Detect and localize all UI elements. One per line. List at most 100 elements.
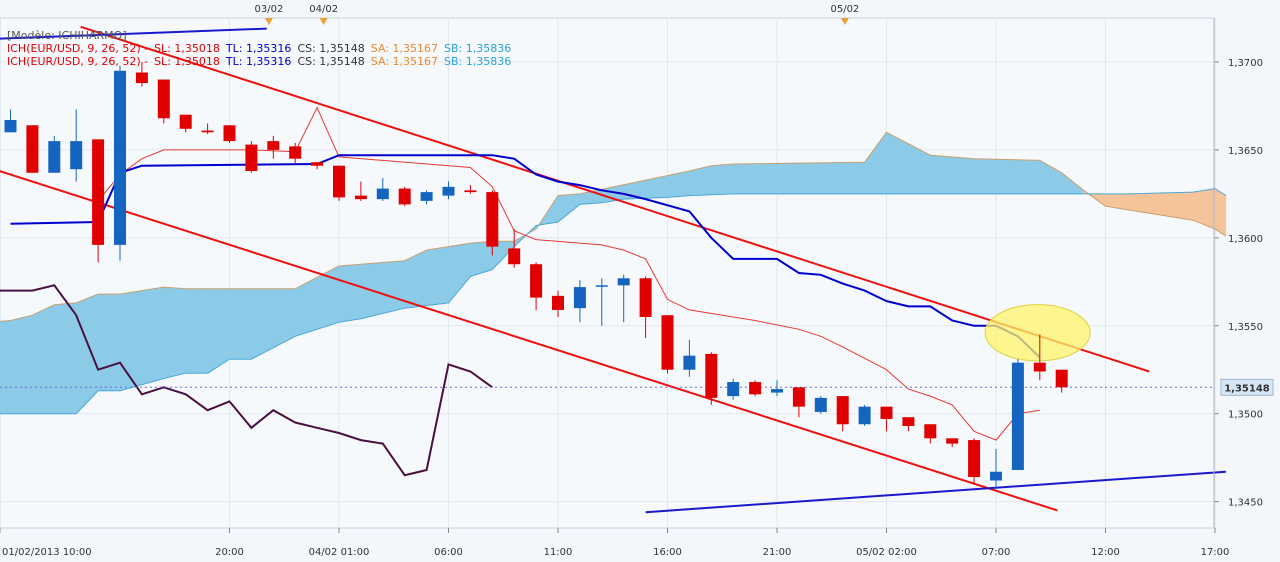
- indicator-legend: [Modèle: ICHIHARMO] ICH(EUR/USD, 9, 26, …: [7, 29, 517, 68]
- candle-bullish: [70, 141, 83, 170]
- candle-bearish: [1055, 369, 1068, 388]
- date-marker-icon: [264, 18, 273, 25]
- legend-sl: SL: 1,35018: [154, 42, 220, 55]
- kumo-cloud-segment: [930, 154, 975, 195]
- candle-bearish: [245, 144, 258, 171]
- x-tick-label: 21:00: [763, 547, 792, 558]
- legend-cs: CS: 1,35148: [297, 42, 365, 55]
- trendline-support-blue: [645, 470, 1226, 514]
- tenkan-sen-line: [97, 106, 1040, 441]
- kumo-cloud-segment: [973, 158, 1041, 195]
- y-tick-label: 1,3600: [1228, 234, 1263, 245]
- current-price-tag: [1220, 378, 1274, 396]
- candle-bearish: [201, 130, 214, 133]
- candle-bearish: [157, 79, 170, 119]
- plot-area: [0, 17, 1215, 529]
- legend-cs: CS: 1,35148: [297, 55, 365, 68]
- trendline-upper-red: [80, 25, 1150, 373]
- kumo-cloud-segment: [1214, 188, 1227, 237]
- legend-ich: ICH(EUR/USD, 9, 26, 52) -: [7, 42, 149, 55]
- kumo-cloud-segment: [97, 293, 121, 392]
- x-tick-label: 11:00: [544, 547, 573, 558]
- candle-bullish: [420, 192, 433, 201]
- kumo-cloud-segment: [732, 161, 865, 195]
- kumo-cloud-segment: [185, 288, 208, 374]
- candle-bearish: [135, 72, 148, 84]
- candle-bearish: [880, 406, 893, 419]
- candle-bearish: [902, 417, 915, 426]
- candle-bearish: [552, 295, 564, 310]
- candle-bearish: [398, 188, 411, 205]
- candle-bearish: [464, 190, 477, 193]
- kumo-cloud-segment: [1170, 191, 1194, 221]
- candle-bearish: [1033, 362, 1046, 372]
- legend-model: [Modèle: ICHIHARMO]: [7, 29, 127, 42]
- legend-sa: SA: 1,35167: [370, 55, 439, 68]
- legend-ich: ICH(EUR/USD, 9, 26, 52) -: [7, 55, 149, 68]
- candle-bearish: [267, 141, 280, 150]
- candle-bearish: [661, 315, 674, 370]
- kumo-cloud-segment: [711, 163, 734, 196]
- legend-sl: SL: 1,35018: [154, 55, 220, 68]
- candle-bearish: [530, 264, 543, 298]
- x-tick-label: 04/02 01:00: [309, 547, 370, 558]
- x-tick-label: 20:00: [215, 547, 244, 558]
- candle-bearish: [289, 146, 302, 159]
- y-tick-label: 1,3700: [1228, 58, 1263, 69]
- x-tick-label: 17:00: [1201, 547, 1230, 558]
- date-marker-label: 05/02: [830, 4, 859, 15]
- candle-bullish: [595, 285, 608, 287]
- candle-bearish: [749, 382, 762, 395]
- candle-bearish: [179, 114, 192, 129]
- candle-bearish: [946, 438, 959, 444]
- candle-bullish: [617, 278, 630, 286]
- candle-bearish: [26, 125, 39, 173]
- x-tick-label: 07:00: [982, 547, 1011, 558]
- candle-bullish: [442, 186, 455, 196]
- kijun-sen-line: [10, 154, 1041, 359]
- y-tick-label: 1,3550: [1228, 322, 1263, 333]
- candle-bullish: [48, 141, 61, 173]
- candle-bearish: [792, 387, 805, 407]
- highlight-ellipse: [984, 304, 1091, 362]
- candle-bearish: [924, 424, 937, 439]
- x-tick-label: 01/02/2013 10:00: [2, 547, 92, 558]
- candle-bearish: [486, 192, 499, 247]
- candle-bullish: [727, 382, 740, 397]
- date-marker-icon: [840, 18, 849, 25]
- kumo-cloud-segment: [163, 286, 186, 379]
- candle-bullish: [1011, 362, 1024, 470]
- candle-bullish: [376, 188, 389, 200]
- y-tick-label: 1,3450: [1228, 498, 1263, 509]
- candle-bearish: [705, 353, 718, 398]
- chikou-span-line: [0, 284, 493, 477]
- candle-bullish: [990, 471, 1002, 481]
- candle-bullish: [858, 406, 871, 425]
- date-marker-label: 04/02: [309, 4, 338, 15]
- legend-sb: SB: 1,35836: [444, 55, 512, 68]
- kumo-cloud-segment: [54, 302, 77, 414]
- x-tick-label: 06:00: [434, 547, 463, 558]
- candle-bearish: [311, 162, 324, 166]
- date-marker-icon: [319, 18, 328, 25]
- kumo-cloud-segment: [0, 320, 11, 414]
- legend-tl: TL: 1,35316: [225, 42, 292, 55]
- candle-bearish: [354, 195, 367, 200]
- legend-tl: TL: 1,35316: [225, 55, 292, 68]
- kumo-cloud-segment: [119, 286, 165, 392]
- senkou-span-b-line: [0, 188, 1227, 415]
- legend-line-1: ICH(EUR/USD, 9, 26, 52) - SL: 1,35018 TL: …: [7, 42, 517, 55]
- y-tick-label: 1,3500: [1228, 410, 1263, 421]
- candle-bullish: [814, 397, 827, 412]
- candle-bullish: [771, 389, 783, 393]
- candle-bearish: [92, 139, 105, 245]
- candle-bearish: [968, 440, 981, 477]
- candle-bearish: [836, 396, 849, 425]
- kumo-cloud-segment: [229, 288, 252, 360]
- x-tick-label: 12:00: [1091, 547, 1120, 558]
- candle-bearish: [508, 248, 521, 265]
- kumo-cloud-segment: [426, 246, 449, 306]
- candle-bearish: [223, 125, 236, 142]
